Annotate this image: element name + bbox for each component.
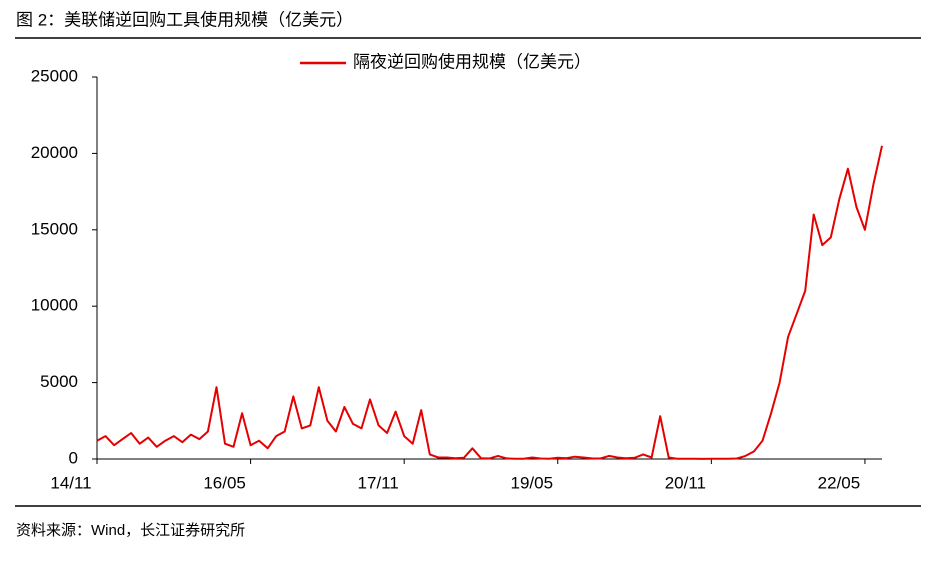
- chart-title: 图 2：美联储逆回购工具使用规模（亿美元）: [16, 9, 353, 29]
- y-tick-label: 25000: [31, 66, 78, 85]
- y-tick-label: 20000: [31, 143, 78, 162]
- x-tick-label: 20/11: [665, 473, 706, 492]
- x-tick-label: 14/11: [50, 473, 91, 492]
- legend-label: 隔夜逆回购使用规模（亿美元）: [353, 51, 591, 71]
- y-tick-label: 5000: [40, 372, 78, 391]
- x-tick-label: 19/05: [510, 473, 553, 492]
- source-note: 资料来源：Wind，长江证券研究所: [16, 522, 245, 539]
- series-line: [96, 145, 883, 460]
- y-tick-label: 15000: [31, 219, 78, 238]
- x-tick-label: 16/05: [203, 473, 246, 492]
- y-tick-label: 10000: [31, 296, 78, 315]
- x-tick-label: 22/05: [818, 473, 861, 492]
- y-tick-label: 0: [69, 448, 78, 467]
- x-tick-label: 17/11: [358, 473, 399, 492]
